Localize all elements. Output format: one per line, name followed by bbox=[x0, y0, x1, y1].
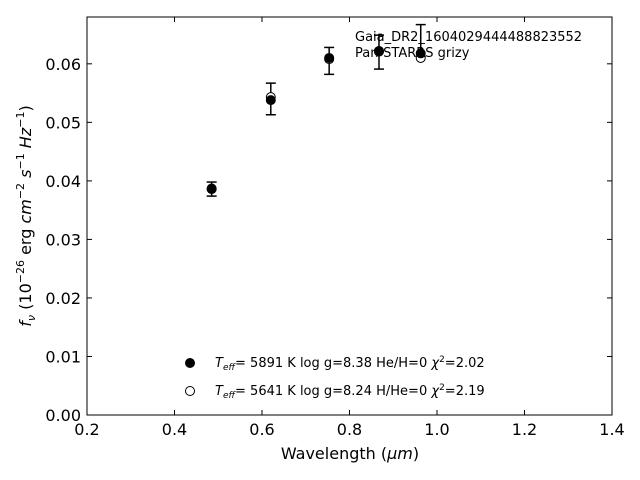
y-tick-label: 0.03 bbox=[45, 230, 81, 249]
y-tick-label: 0.05 bbox=[45, 113, 81, 132]
x-tick-label: 1.2 bbox=[512, 420, 537, 439]
y-tick-label: 0.01 bbox=[45, 347, 81, 366]
y-tick-label: 0.02 bbox=[45, 289, 81, 308]
x-axis-label: Wavelength (μm) bbox=[281, 444, 419, 463]
model-point-filled bbox=[266, 96, 275, 105]
x-tick-label: 1.4 bbox=[599, 420, 624, 439]
y-tick-label: 0.04 bbox=[45, 172, 81, 191]
x-tick-label: 0.6 bbox=[249, 420, 274, 439]
model-point-filled bbox=[207, 185, 216, 194]
legend-entry-2: Teff= 5641 K log g=8.24 H/He=0 χ2=2.19 bbox=[215, 383, 485, 401]
x-tick-label: 0.8 bbox=[337, 420, 362, 439]
legend-marker-open bbox=[186, 387, 195, 396]
y-tick-label: 0.00 bbox=[45, 406, 81, 425]
legend-marker-filled bbox=[186, 359, 195, 368]
y-tick-label: 0.06 bbox=[45, 55, 81, 74]
object-name-annotation: Gaia_DR2_1604029444488823552 bbox=[355, 30, 582, 45]
x-tick-label: 1.0 bbox=[424, 420, 449, 439]
survey-annotation: Pan-STARRS grizy bbox=[355, 46, 470, 61]
y-axis-label: fν (10−26 erg cm−2 s−1 Hz−1) bbox=[14, 105, 38, 326]
x-tick-label: 0.4 bbox=[162, 420, 187, 439]
model-point-filled bbox=[325, 53, 334, 62]
legend-entry-1: Teff= 5891 K log g=8.38 He/H=0 χ2=2.02 bbox=[215, 355, 485, 373]
